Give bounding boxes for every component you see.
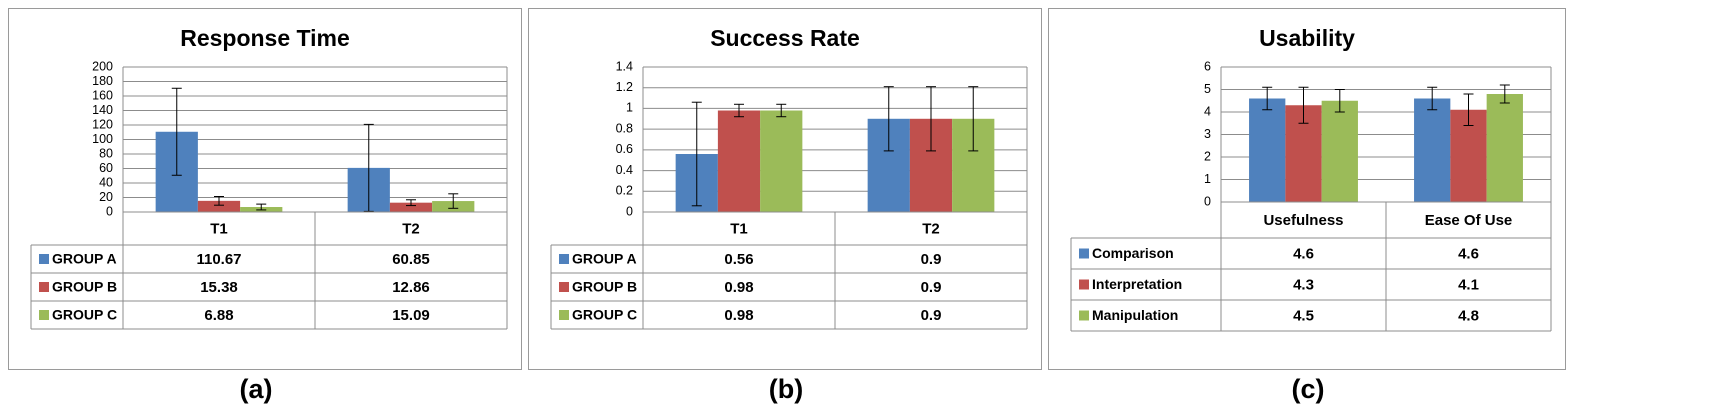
bar bbox=[1249, 98, 1286, 202]
data-value-label: 0.98 bbox=[724, 279, 753, 296]
chart-title: Success Rate bbox=[710, 25, 860, 51]
caption-c: (c) bbox=[1291, 374, 1325, 404]
y-tick-label: 60 bbox=[99, 161, 113, 175]
bar bbox=[760, 110, 803, 212]
category-label: T1 bbox=[730, 220, 748, 237]
data-value-label: 6.88 bbox=[204, 307, 233, 324]
y-tick-label: 0.8 bbox=[616, 121, 633, 135]
y-tick-label: 0 bbox=[1204, 194, 1211, 208]
legend-swatch bbox=[1079, 310, 1089, 321]
legend-swatch bbox=[559, 254, 569, 264]
legend-label: GROUP C bbox=[52, 307, 117, 323]
y-tick-label: 1 bbox=[1204, 172, 1211, 186]
y-tick-label: 1.4 bbox=[616, 59, 633, 73]
legend-label: Manipulation bbox=[1092, 307, 1178, 323]
y-tick-label: 0 bbox=[626, 204, 633, 218]
data-value-label: 0.98 bbox=[724, 307, 753, 324]
y-tick-label: 80 bbox=[99, 146, 113, 160]
bar bbox=[389, 202, 433, 212]
legend-label: GROUP A bbox=[52, 251, 117, 267]
y-tick-label: 1.2 bbox=[616, 80, 633, 94]
data-value-label: 4.1 bbox=[1458, 276, 1479, 293]
bar bbox=[717, 110, 761, 212]
data-value-label: 4.5 bbox=[1293, 307, 1314, 324]
data-value-label: 4.3 bbox=[1293, 276, 1314, 293]
bar bbox=[197, 200, 241, 212]
legend-label: Interpretation bbox=[1092, 276, 1182, 292]
data-value-label: 15.38 bbox=[200, 279, 238, 296]
success-rate-chart-panel: Success Rate 0 0.2 0.4 0.6 0.8 1 1.2 1.4 T1 T2 GRO… bbox=[528, 8, 1042, 370]
legend-swatch bbox=[559, 310, 569, 320]
y-tick-label: 140 bbox=[92, 103, 113, 117]
bar bbox=[1414, 98, 1451, 202]
usability-chart-panel: Usability 0 1 2 3 4 5 6 Usefulness Ease Of Use Co… bbox=[1048, 8, 1566, 370]
y-tick-label: 0 bbox=[106, 204, 113, 218]
success-rate-chart: 0 0.2 0.4 0.6 0.8 1 1.2 1.4 T1 T2 GROUP A 0.56 0.9 GR… bbox=[550, 59, 1028, 330]
chart-title: Usability bbox=[1259, 25, 1355, 51]
y-tick-label: 40 bbox=[99, 175, 113, 189]
legend-swatch bbox=[39, 282, 49, 292]
legend-swatch bbox=[1079, 248, 1089, 259]
legend-label: GROUP A bbox=[572, 251, 637, 267]
y-tick-label: 20 bbox=[99, 190, 113, 204]
legend-label: Comparison bbox=[1092, 245, 1174, 261]
legend-label: GROUP B bbox=[572, 279, 637, 295]
y-tick-label: 0.2 bbox=[616, 184, 633, 198]
y-tick-label: 180 bbox=[92, 74, 113, 88]
caption-a: (a) bbox=[239, 374, 273, 404]
y-tick-label: 0.4 bbox=[616, 163, 633, 177]
y-tick-label: 6 bbox=[1204, 59, 1211, 73]
data-value-label: 0.56 bbox=[724, 251, 753, 268]
legend-swatch bbox=[1079, 279, 1089, 290]
legend-swatch bbox=[39, 254, 49, 264]
data-value-label: 4.8 bbox=[1458, 307, 1479, 324]
category-label: T2 bbox=[922, 220, 940, 237]
category-label: T1 bbox=[210, 220, 228, 237]
legend-swatch bbox=[559, 282, 569, 292]
data-value-label: 110.67 bbox=[196, 251, 241, 268]
y-tick-label: 0.6 bbox=[616, 142, 633, 156]
chart-title: Response Time bbox=[180, 25, 350, 51]
data-value-label: 4.6 bbox=[1293, 245, 1314, 262]
category-label: Usefulness bbox=[1263, 212, 1343, 229]
y-tick-label: 200 bbox=[92, 59, 113, 73]
y-tick-label: 120 bbox=[92, 117, 113, 131]
bar bbox=[1486, 94, 1523, 202]
legend-label: GROUP B bbox=[52, 279, 117, 295]
caption-b: (b) bbox=[768, 374, 804, 404]
data-value-label: 12.86 bbox=[392, 279, 430, 296]
y-tick-label: 5 bbox=[1204, 82, 1211, 96]
y-tick-label: 2 bbox=[1204, 149, 1211, 163]
y-tick-label: 100 bbox=[92, 132, 113, 146]
category-label: Ease Of Use bbox=[1425, 212, 1513, 229]
y-tick-label: 1 bbox=[626, 101, 633, 115]
data-value-label: 60.85 bbox=[392, 251, 430, 268]
usability-chart: 0 1 2 3 4 5 6 Usefulness Ease Of Use Comparison 4.… bbox=[1070, 59, 1552, 332]
bar bbox=[1321, 100, 1358, 202]
y-tick-label: 3 bbox=[1204, 127, 1211, 141]
data-value-label: 0.9 bbox=[921, 307, 942, 324]
legend-label: GROUP C bbox=[572, 307, 637, 323]
response-time-chart-panel: Response Time 0 20 40 60 80 100 120 140 160 180 20… bbox=[8, 8, 522, 370]
category-label: T2 bbox=[402, 220, 420, 237]
y-tick-label: 160 bbox=[92, 88, 113, 102]
legend-swatch bbox=[39, 310, 49, 320]
data-value-label: 0.9 bbox=[921, 279, 942, 296]
data-value-label: 0.9 bbox=[921, 251, 942, 268]
data-value-label: 15.09 bbox=[392, 307, 430, 324]
data-value-label: 4.6 bbox=[1458, 245, 1479, 262]
y-tick-label: 4 bbox=[1204, 104, 1211, 118]
